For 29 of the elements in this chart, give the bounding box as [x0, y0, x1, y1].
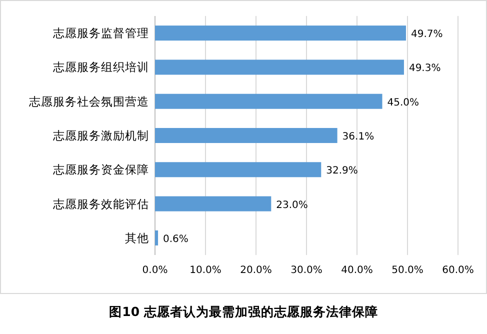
data-label: 23.0%	[276, 200, 308, 211]
x-tick-label: 0.0%	[142, 265, 168, 276]
bar	[155, 162, 322, 178]
x-tick-label: 20.0%	[240, 265, 272, 276]
y-tick-label: 志愿服务资金保障	[53, 162, 149, 177]
x-tick-label: 30.0%	[290, 265, 322, 276]
y-tick-label: 志愿服务社会氛围营造	[29, 94, 149, 108]
data-label: 49.3%	[408, 63, 441, 74]
data-label: 45.0%	[387, 97, 420, 108]
x-tick-label: 60.0%	[442, 265, 474, 276]
y-tick-label: 志愿服务组织培训	[53, 60, 149, 74]
y-tick-label: 志愿服务监督管理	[53, 26, 149, 40]
bar	[155, 196, 272, 212]
x-tick-label: 50.0%	[392, 265, 424, 276]
x-tick-label: 40.0%	[341, 265, 373, 276]
data-label: 0.6%	[163, 234, 188, 245]
data-label: 49.7%	[410, 29, 443, 40]
bar	[155, 230, 158, 246]
text: 图10 志愿者认为最需加强的志愿服务法律保障	[109, 304, 378, 319]
data-label: 36.1%	[342, 132, 374, 142]
data-label: 32.9%	[326, 166, 358, 177]
bar	[155, 26, 406, 41]
y-tick-label: 其他	[125, 230, 149, 245]
bar	[155, 128, 338, 144]
bar	[155, 94, 382, 109]
y-tick-label: 志愿服务激励机制	[53, 128, 149, 142]
bar	[155, 60, 404, 75]
y-tick-label: 志愿服务效能评估	[53, 196, 149, 211]
x-tick-label: 10.0%	[190, 265, 222, 276]
